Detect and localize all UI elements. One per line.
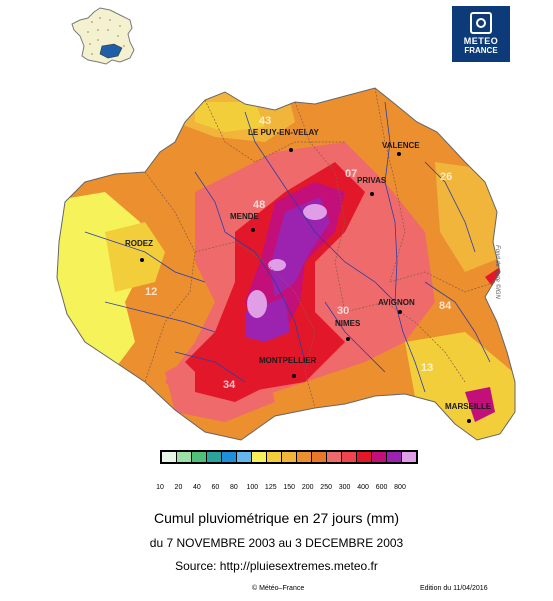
dept-label-12: 12 bbox=[145, 286, 157, 298]
city-label-rodez: RODEZ bbox=[125, 239, 153, 248]
dept-label-26: 26 bbox=[440, 171, 452, 183]
legend-swatch bbox=[162, 452, 177, 462]
legend-swatch bbox=[192, 452, 207, 462]
logo-text-line1: METEO bbox=[463, 36, 499, 46]
legend-swatch bbox=[282, 452, 297, 462]
legend-label: 150 bbox=[283, 484, 296, 491]
dept-label-13: 13 bbox=[421, 362, 433, 374]
city-label-nimes: NIMES bbox=[335, 319, 361, 328]
legend-swatch bbox=[222, 452, 237, 462]
legend-label: 125 bbox=[264, 484, 277, 491]
legend-label: 400 bbox=[357, 484, 369, 491]
meteo-france-logo: METEO FRANCE bbox=[452, 6, 510, 62]
legend-label: 800 bbox=[394, 484, 406, 491]
city-label-montpellier: MONTPELLIER bbox=[259, 356, 317, 365]
legend-swatch bbox=[177, 452, 192, 462]
city-marker-montpellier bbox=[292, 374, 296, 378]
map-source: Source: http://pluiesextremes.meteo.fr bbox=[175, 559, 378, 573]
city-label-marseille: MARSEILLE bbox=[445, 402, 492, 411]
city-marker-marseille bbox=[467, 419, 471, 423]
legend-swatch bbox=[357, 452, 372, 462]
legend-color-bar bbox=[160, 450, 418, 464]
legend-label: 40 bbox=[193, 484, 201, 491]
legend-swatch bbox=[327, 452, 342, 462]
legend-swatch bbox=[207, 452, 222, 462]
legend-swatch bbox=[237, 452, 252, 462]
legend-label: 600 bbox=[375, 484, 388, 491]
map-period: du 7 NOVEMBRE 2003 au 3 DECEMBRE 2003 bbox=[149, 536, 404, 550]
copyright: © Météo–France bbox=[252, 585, 305, 592]
legend-swatch bbox=[297, 452, 312, 462]
city-label-valence: VALENCE bbox=[382, 141, 420, 150]
legend-swatch bbox=[267, 452, 282, 462]
city-marker-rodez bbox=[140, 258, 144, 262]
city-label-mende: MENDE bbox=[230, 212, 260, 221]
map-title: Cumul pluviométrique en 27 jours (mm) bbox=[153, 510, 400, 526]
rainfall-map: 43 07 26 48 12 30 84 13 34 LE PUY-EN-VEL… bbox=[56, 87, 516, 441]
legend-label: 20 bbox=[174, 484, 183, 491]
meteo-france-logo-icon bbox=[470, 12, 492, 34]
legend-swatch bbox=[342, 452, 357, 462]
city-label-le-puy: LE PUY-EN-VELAY bbox=[248, 128, 319, 137]
legend-label: 60 bbox=[211, 484, 220, 491]
legend-swatch bbox=[387, 452, 402, 462]
legend-label: 80 bbox=[229, 484, 238, 491]
city-label-avignon: AVIGNON bbox=[378, 298, 415, 307]
dept-label-43: 43 bbox=[259, 115, 271, 127]
map-credit: Fond de carte ©IGN bbox=[494, 245, 500, 299]
legend-label: 300 bbox=[338, 484, 351, 491]
dept-label-48: 48 bbox=[253, 199, 265, 211]
city-marker-mende bbox=[251, 228, 255, 232]
legend-label: 100 bbox=[246, 484, 259, 491]
legend-swatch bbox=[312, 452, 327, 462]
city-label-privas: PRIVAS bbox=[357, 176, 387, 185]
city-marker-le-puy bbox=[289, 148, 293, 152]
logo-text-line2: FRANCE bbox=[464, 46, 498, 55]
city-marker-valence bbox=[397, 152, 401, 156]
legend-label: 250 bbox=[320, 484, 332, 491]
edition-date: Edition du 11/04/2016 bbox=[420, 585, 488, 592]
legend-label: 10 bbox=[156, 484, 164, 491]
france-inset-map bbox=[71, 7, 135, 65]
legend-swatch bbox=[252, 452, 267, 462]
legend-label: 200 bbox=[301, 484, 314, 491]
legend-swatch bbox=[372, 452, 387, 462]
dept-label-84: 84 bbox=[439, 300, 452, 312]
dept-label-07: 07 bbox=[345, 168, 357, 180]
city-marker-avignon bbox=[398, 310, 402, 314]
legend-swatch bbox=[402, 452, 416, 462]
city-marker-privas bbox=[370, 192, 374, 196]
dept-label-30: 30 bbox=[337, 305, 349, 317]
legend-labels: 10 20 40 60 80 100 125 150 200 250 300 400 600 800 bbox=[150, 484, 420, 496]
city-marker-nimes bbox=[346, 337, 350, 341]
dept-label-34: 34 bbox=[223, 379, 236, 391]
